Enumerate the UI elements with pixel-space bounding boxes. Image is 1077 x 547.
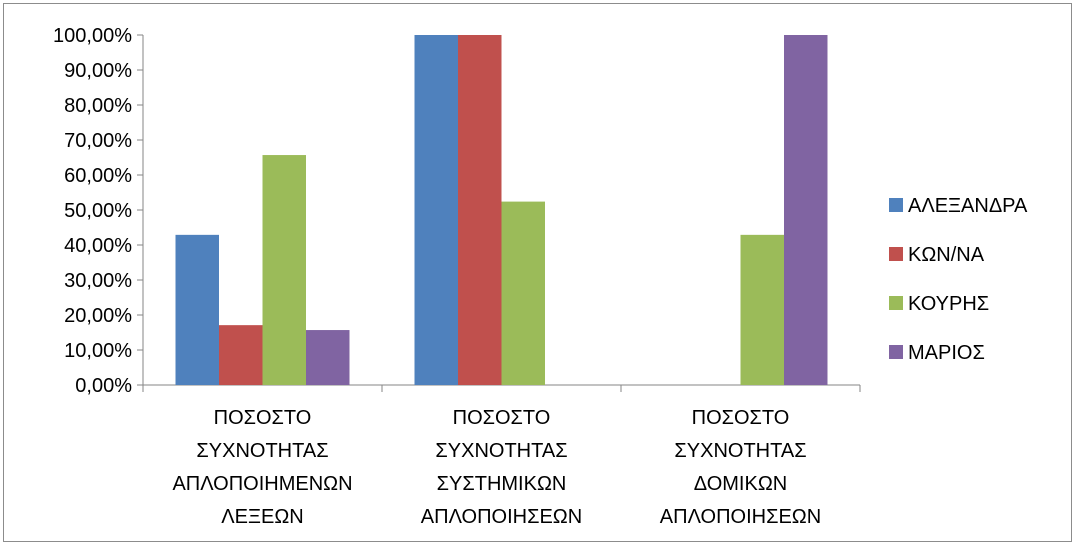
bar-2-2 — [458, 35, 502, 385]
bar-3-3 — [740, 234, 784, 385]
legend-swatch-4 — [889, 345, 903, 359]
bar-2-1 — [219, 325, 263, 385]
x-category-label: ΠΟΣΟΣΤΟ — [692, 407, 790, 429]
bar-3-2 — [501, 201, 545, 385]
y-tick-label: 100,00% — [53, 25, 132, 47]
bar-4-1 — [306, 330, 350, 385]
y-tick-label: 0,00% — [75, 375, 132, 397]
x-category-label: ΑΠΛΟΠΟΙΗΣΕΩΝ — [421, 506, 582, 528]
bar-4-3 — [784, 35, 828, 385]
legend-swatch-2 — [889, 247, 903, 261]
y-tick-label: 80,00% — [64, 95, 132, 117]
x-category-label: ΣΥΣΤΗΜΙΚΩΝ — [437, 473, 567, 495]
y-tick-label: 90,00% — [64, 60, 132, 82]
bar-3-1 — [262, 155, 306, 385]
y-tick-label: 50,00% — [64, 200, 132, 222]
x-category-label: ΣΥΧΝΟΤΗΤΑΣ — [435, 440, 567, 462]
bar-1-1 — [175, 234, 219, 385]
x-category-label: ΣΥΧΝΟΤΗΤΑΣ — [674, 440, 806, 462]
x-category-label: ΛΕΞΕΩΝ — [221, 506, 303, 528]
legend-swatch-3 — [889, 296, 903, 310]
y-tick-label: 20,00% — [64, 305, 132, 327]
legend-swatch-1 — [889, 198, 903, 212]
legend-label-1: ΑΛΕΞΑΝΔΡΑ — [908, 195, 1028, 217]
bar-1-2 — [414, 35, 458, 385]
legend-label-3: ΚΟΥΡΗΣ — [908, 293, 989, 315]
legend-label-2: ΚΩΝ/ΝΑ — [908, 244, 985, 266]
x-category-label: ΠΟΣΟΣΤΟ — [214, 407, 312, 429]
x-category-label: ΣΥΧΝΟΤΗΤΑΣ — [196, 440, 328, 462]
x-category-label: ΠΟΣΟΣΤΟ — [453, 407, 551, 429]
y-tick-label: 60,00% — [64, 165, 132, 187]
y-tick-label: 40,00% — [64, 235, 132, 257]
x-category-label: ΑΠΛΟΠΟΙΗΣΕΩΝ — [660, 506, 821, 528]
x-category-label: ΔΟΜΙΚΩΝ — [694, 473, 787, 495]
y-tick-label: 10,00% — [64, 340, 132, 362]
legend-label-4: ΜΑΡΙΟΣ — [908, 342, 985, 364]
x-category-label: ΑΠΛΟΠΟΙΗΜΕΝΩΝ — [172, 473, 352, 495]
y-tick-label: 30,00% — [64, 270, 132, 292]
y-tick-label: 70,00% — [64, 130, 132, 152]
